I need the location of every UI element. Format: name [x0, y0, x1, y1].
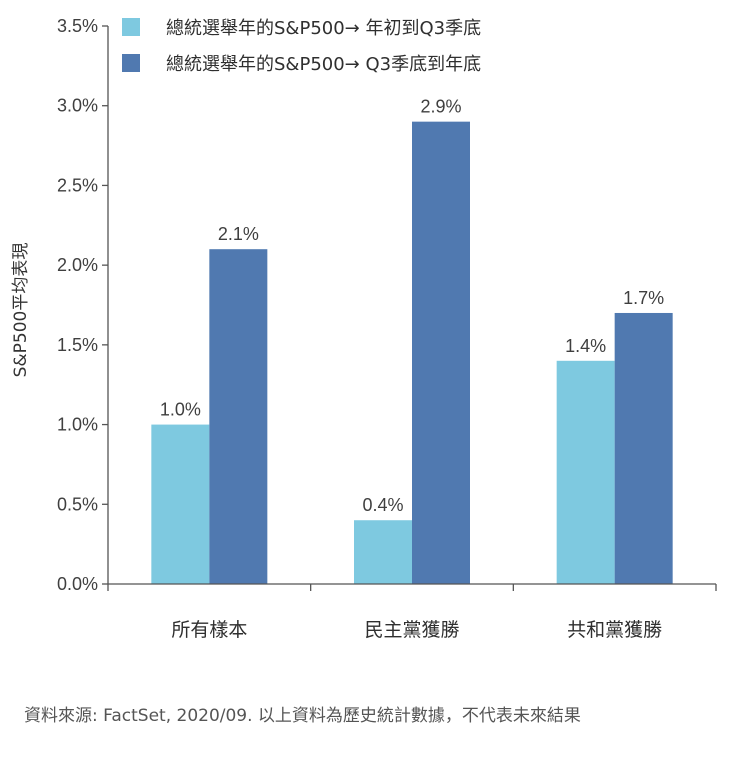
legend-swatch [122, 18, 140, 36]
bar-value-label: 1.0% [160, 400, 201, 420]
bar [412, 121, 470, 585]
bar [614, 312, 673, 584]
y-tick-label: 3.0% [57, 96, 98, 116]
bar [354, 520, 412, 584]
bar-value-label: 2.9% [420, 97, 461, 117]
bars: 1.0% 2.1% 0.4% 2.9% 1.4% 1.7% [151, 97, 673, 585]
legend-swatch [122, 54, 140, 72]
source-note: 資料來源: FactSet, 2020/09. 以上資料為歷史統計數據，不代表未… [24, 706, 581, 726]
y-axis: 0.0% 0.5% 1.0% 1.5% 2.0% 2.5% 3.0% 3.5% [57, 16, 109, 594]
y-tick-label: 2.0% [57, 255, 98, 275]
bar [556, 360, 615, 584]
bar [209, 249, 268, 584]
x-category-label: 所有樣本 [171, 619, 247, 641]
x-category-label: 共和黨獲勝 [567, 619, 662, 641]
y-tick-label: 0.5% [57, 494, 98, 514]
legend-label: 總統選舉年的S&P500→ Q3季底到年底 [166, 54, 481, 75]
x-category-label: 民主黨獲勝 [364, 619, 459, 641]
bar-value-label: 0.4% [362, 495, 403, 515]
y-tick-label: 2.5% [57, 175, 98, 195]
y-tick-label: 1.0% [57, 415, 98, 435]
bar-value-label: 1.7% [623, 288, 664, 308]
legend-label: 總統選舉年的S&P500→ 年初到Q3季底 [166, 18, 481, 39]
y-axis-title: S&P500平均表現 [11, 243, 31, 378]
y-tick-label: 0.0% [57, 574, 98, 594]
y-tick-label: 1.5% [57, 335, 98, 355]
y-tick-label: 3.5% [57, 16, 98, 36]
x-axis: 所有樣本 民主黨獲勝 共和黨獲勝 [107, 583, 717, 641]
bar-value-label: 1.4% [565, 336, 606, 356]
bar [151, 424, 210, 584]
bar-value-label: 2.1% [218, 224, 259, 244]
